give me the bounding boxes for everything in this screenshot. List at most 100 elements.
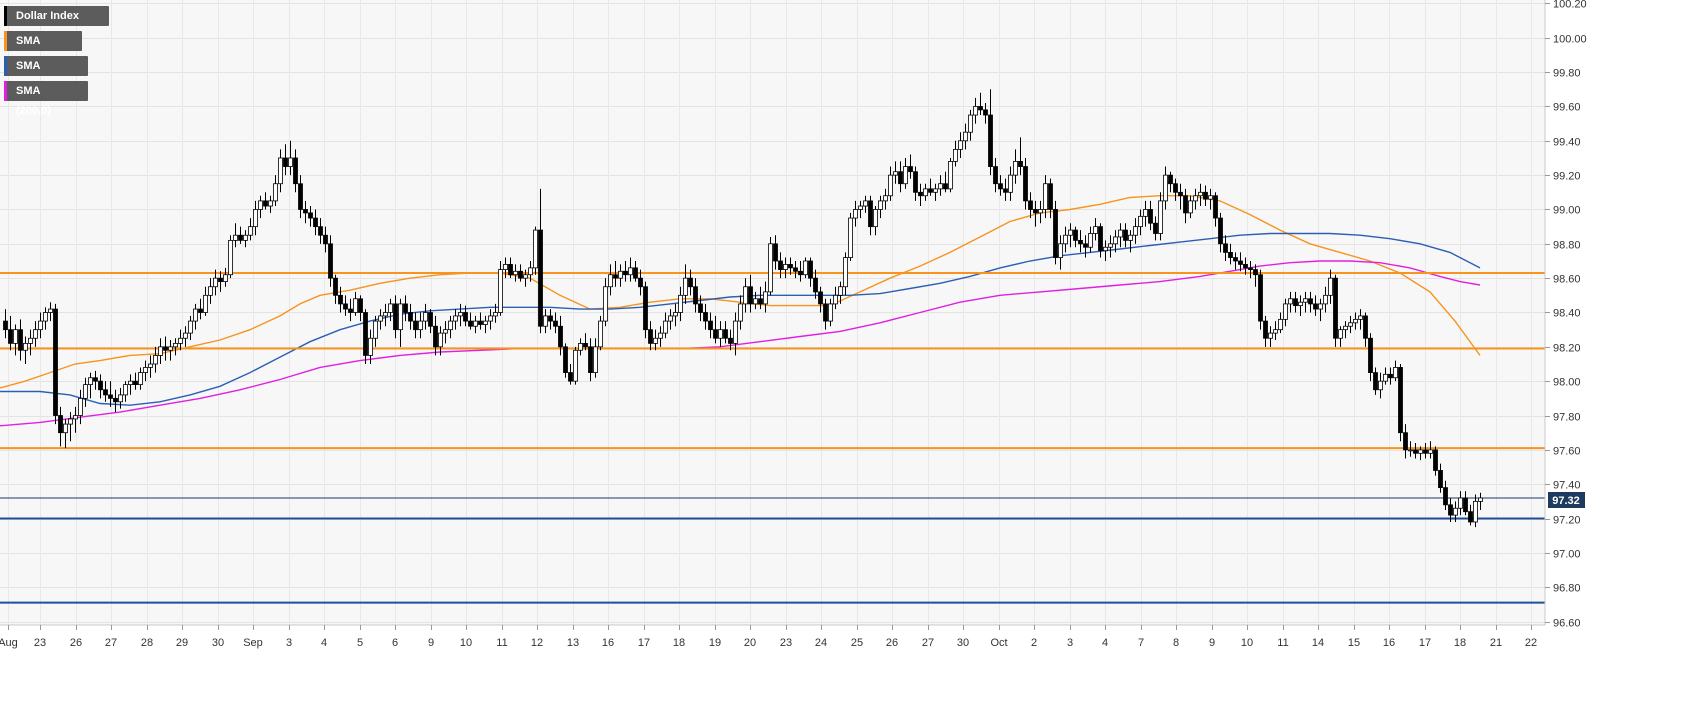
candle-up — [933, 183, 938, 201]
candle-down — [1248, 260, 1253, 279]
candle-down — [568, 364, 573, 385]
candle-up — [148, 355, 153, 378]
x-tick-label: 3 — [286, 637, 292, 649]
x-tick-label: 9 — [428, 637, 434, 649]
x-tick-label: 26 — [70, 637, 82, 649]
candle-down — [563, 343, 568, 378]
candle-up — [738, 295, 743, 330]
candle-up — [743, 278, 748, 313]
x-tick-label: 13 — [567, 637, 579, 649]
candle-down — [1053, 200, 1058, 265]
candle-up — [503, 257, 508, 279]
legend-item-dollar-index[interactable]: Dollar Index Spot — [4, 6, 109, 42]
candle-down — [468, 312, 473, 330]
candle-up — [768, 236, 773, 296]
candle-down — [1123, 223, 1128, 248]
candle-up — [1418, 446, 1423, 461]
candle-up — [1143, 200, 1148, 227]
candle-down — [1448, 497, 1453, 522]
candle-down — [943, 171, 948, 193]
candle-up — [683, 264, 688, 304]
candle-up — [973, 97, 978, 124]
candle-down — [1168, 171, 1173, 193]
candle-down — [238, 226, 243, 244]
candle-up — [783, 257, 788, 279]
candle-down — [93, 370, 98, 390]
candle-down — [1403, 424, 1408, 459]
candle-down — [1073, 226, 1078, 248]
candle-up — [1188, 195, 1193, 219]
candle-up — [288, 140, 293, 176]
candle-down — [1028, 192, 1033, 219]
candle-down — [1018, 137, 1023, 176]
candle-up — [733, 312, 738, 356]
candle-down — [3, 309, 8, 339]
current-price-box — [1548, 492, 1585, 508]
candle-down — [338, 286, 343, 313]
candle-down — [1293, 291, 1298, 313]
candle-up — [593, 338, 598, 378]
candle-up — [858, 200, 863, 219]
x-tick-label: 21 — [1490, 637, 1502, 649]
candle-down — [748, 274, 753, 313]
candle-up — [1323, 286, 1328, 313]
candle-down — [728, 329, 733, 351]
candle-up — [473, 315, 478, 334]
x-tick-label: 16 — [1383, 637, 1395, 649]
x-axis-ticks: Aug 23 26 27 28 29 30 Sep 3 4 5 6 9 10 11 12 13 16 17 18 19 2… — [0, 625, 1537, 649]
candle-down — [518, 264, 523, 282]
x-tick-label: 12 — [531, 637, 543, 649]
candle-down — [1423, 442, 1428, 459]
candle-up — [963, 123, 968, 150]
candle-down — [1313, 295, 1318, 316]
candle-down — [633, 260, 638, 282]
candle-up — [33, 321, 38, 347]
x-tick-label: 16 — [602, 637, 614, 649]
y-tick-label: 97.00 — [1553, 549, 1581, 561]
candle-down — [58, 406, 63, 447]
candle-up — [958, 132, 963, 158]
y-tick-label: 100.00 — [1553, 34, 1587, 46]
candle-down — [1443, 480, 1448, 510]
x-tick-label: 7 — [1138, 637, 1144, 649]
legend-item-sma-100[interactable]: SMA (100,0) — [4, 56, 88, 92]
x-tick-label: 5 — [357, 637, 363, 649]
candle-down — [1253, 264, 1258, 287]
candle-down — [908, 154, 913, 179]
candle-down — [1333, 274, 1338, 347]
candle-up — [1383, 367, 1388, 385]
candle-up — [193, 303, 198, 330]
x-tick-label: 29 — [176, 637, 188, 649]
candle-up — [228, 235, 233, 279]
candle-up — [353, 291, 358, 316]
candle-up — [878, 195, 883, 219]
candle-up — [153, 346, 158, 373]
candle-up — [873, 206, 878, 236]
sma-line-2 — [0, 260, 1481, 427]
candle-down — [708, 312, 713, 339]
candle-up — [143, 360, 148, 382]
candle-down — [1463, 491, 1468, 516]
candle-down — [293, 149, 298, 193]
candle-down — [1218, 212, 1223, 253]
candle-down — [898, 161, 903, 193]
candle-up — [1013, 149, 1018, 184]
candle-down — [263, 192, 268, 210]
x-tick-label: 19 — [709, 637, 721, 649]
candle-down — [993, 157, 998, 193]
x-tick-label: Oct — [990, 637, 1007, 649]
candle-down — [583, 333, 588, 351]
legend-item-sma-200[interactable]: SMA (200,0) — [4, 81, 88, 117]
candle-down — [1228, 243, 1233, 265]
candle-up — [1318, 298, 1323, 322]
candle-up — [128, 374, 133, 395]
y-tick-label: 97.20 — [1553, 515, 1581, 527]
candle-up — [83, 377, 88, 407]
candle-up — [618, 264, 623, 287]
legend-item-sma-50[interactable]: SMA (50,0) — [4, 31, 82, 67]
candle-down — [913, 166, 918, 201]
x-tick-label: 11 — [1277, 637, 1288, 649]
candle-down — [773, 235, 778, 270]
candle-up — [1063, 226, 1068, 253]
candle-down — [18, 319, 23, 361]
